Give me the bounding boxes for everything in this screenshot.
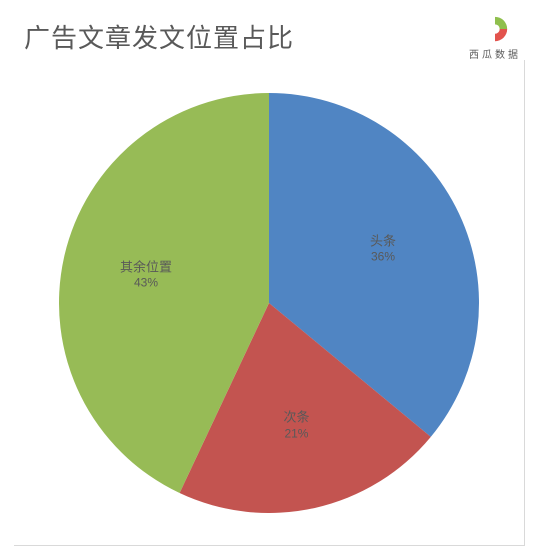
- brand-logo-icon: [480, 14, 510, 44]
- pie-chart: 头条36%次条21%其余位置43%: [59, 93, 479, 513]
- brand-text: 西瓜数据: [469, 46, 521, 61]
- chart-card: 广告文章发文位置占比 西瓜数据 头条36%次条21%其余位置43%: [0, 0, 539, 559]
- chart-title: 广告文章发文位置占比: [24, 18, 294, 55]
- chart-area: 头条36%次条21%其余位置43%: [14, 60, 525, 546]
- brand-block: 西瓜数据: [469, 14, 521, 61]
